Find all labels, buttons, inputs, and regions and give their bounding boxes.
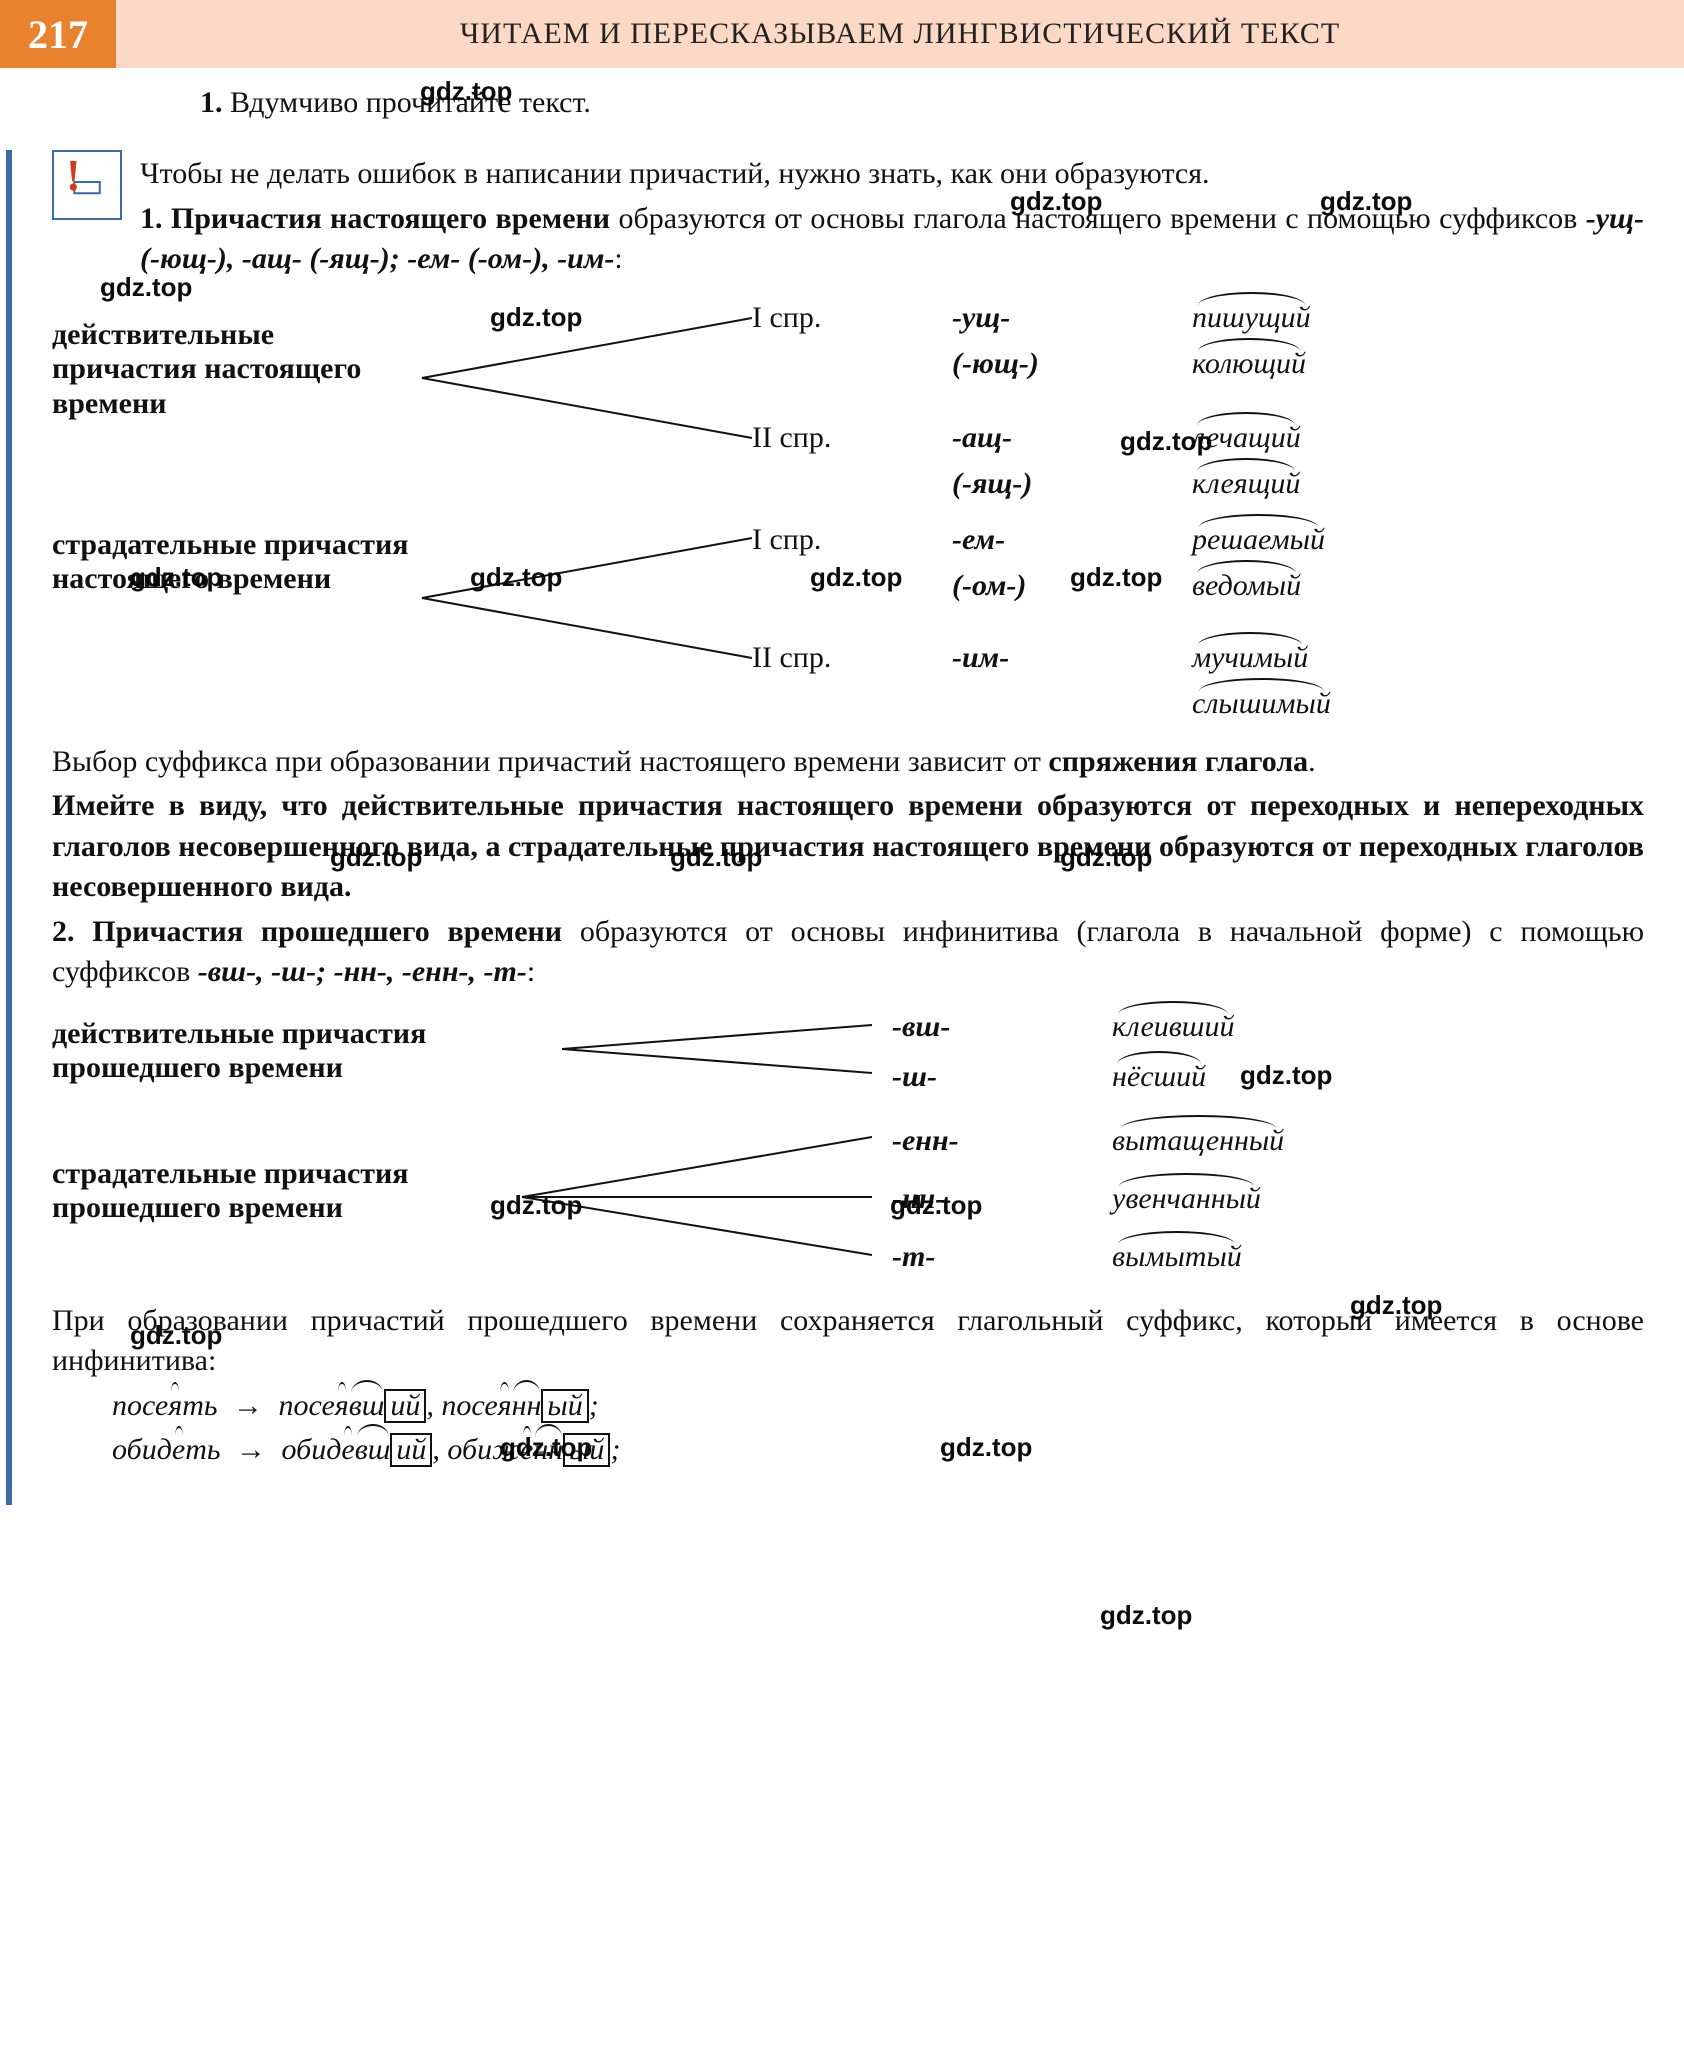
d1-r0-ex0: пишущий [1192,298,1311,339]
d2-r0-suf: -вш- [892,1007,950,1048]
diagram-1: действительные причастия настоящего врем… [52,298,1644,728]
d1-r1-ex0: лечащий [1192,418,1301,459]
d2-r1-ex: нёсший [1112,1057,1206,1098]
note-icon: ! ▭ [52,150,122,220]
p3-lead: 2. Причастия прошедшего времени [52,915,562,948]
instruction: 1. Вдумчиво прочитайте текст. [0,68,1684,138]
para-1: 1. Причастия настоящего времени образуют… [140,199,1644,280]
instruction-text: Вдумчиво прочитайте текст. [230,86,591,119]
d2-r0-ex: клеивший [1112,1007,1234,1048]
d1-r3-spr: II спр. [752,638,851,679]
d1-r2-paren: (-ом-) [952,566,1026,607]
d1-r0-paren: (-ющ-) [952,344,1039,385]
d2-r3-ex: увенчанный [1112,1179,1261,1220]
p1-rest: образуются от основы глагола настоящего … [610,202,1586,235]
intro-line: Чтобы не делать ошибок в написании прича… [140,154,1644,195]
diag2-label-1: действительные причастия прошедшего врем… [52,1017,552,1086]
d1-r2-ex1: ведомый [1192,566,1301,607]
header-bar: 217 ЧИТАЕМ И ПЕРЕСКАЗЫВАЕМ ЛИНГВИСТИЧЕСК… [0,0,1684,68]
p3-end: : [527,955,535,988]
d1-r2-spr: I спр. [752,520,841,561]
d1-r1-paren: (-ящ-) [952,464,1032,505]
morph-1: посеять → посеявший, посеянный; [112,1386,1644,1427]
exclamation-icon: ! [66,146,81,205]
d1-r2-suf: -ем- [952,520,1005,561]
d2-r1-suf: -ш- [892,1057,937,1098]
mid-p1b: спряжения глагола [1048,745,1308,778]
d1-r0-spr: I спр. [752,298,841,339]
d1-r0-ex1: колющий [1192,344,1306,385]
d1-r1-spr: II спр. [752,418,851,459]
morph-2: обидеть → обидевший, обиженный; [112,1430,1644,1471]
tail-p: При образовании причастий прошедшего вре… [52,1301,1644,1382]
d1-r3-suf: -им- [952,638,1009,679]
diag1-label-1: действительные причастия настоящего врем… [52,318,412,422]
d1-r3-ex0: мучимый [1192,638,1308,679]
diagram-2: действительные причастия прошедшего врем… [52,1007,1644,1287]
intro-row: ! ▭ Чтобы не делать ошибок в написании п… [52,150,1644,284]
d2-r3-suf: -нн- [892,1179,945,1220]
header-title: ЧИТАЕМ И ПЕРЕСКАЗЫВАЕМ ЛИНГВИСТИЧЕСКИЙ Т… [116,0,1684,68]
mid-p1: Выбор суффикса при образовании причастий… [52,742,1644,783]
mid-p2: Имейте в виду, что действительные причас… [52,786,1644,908]
d1-r3-ex1: слышимый [1192,684,1331,725]
d2-r4-suf: -т- [892,1237,935,1278]
d1-r1-suf: -ащ- [952,418,1012,459]
d2-r2-suf: -енн- [892,1121,959,1162]
exercise-number: 217 [0,0,116,68]
d1-r2-ex0: решаемый [1192,520,1325,561]
diag2-label-2: страдательные причастия прошедшего време… [52,1157,552,1226]
mid-p3: 2. Причастия прошедшего времени образуют… [52,912,1644,993]
mid-p1a: Выбор суффикса при образовании причастий… [52,745,1048,778]
watermark: gdz.top [1100,1600,1192,1631]
p1-lead: 1. Причастия настоящего времени [140,202,610,235]
p3-suf: -вш-, -ш-; -нн-, -енн-, -т- [198,955,527,988]
d1-r1-ex1: клеящий [1192,464,1300,505]
d2-r2-ex: вытащенный [1112,1121,1284,1162]
page: 217 ЧИТАЕМ И ПЕРЕСКАЗЫВАЕМ ЛИНГВИСТИЧЕСК… [0,0,1684,1505]
d2-r4-ex: вымытый [1112,1237,1242,1278]
instruction-number: 1. [200,86,223,119]
diag1-label-2: страдательные причастия настоящего време… [52,528,412,597]
p1-end: : [614,242,622,275]
content: ! ▭ Чтобы не делать ошибок в написании п… [6,150,1684,1505]
mid-p1c: . [1308,745,1316,778]
intro-text: Чтобы не делать ошибок в написании прича… [140,150,1644,284]
d1-r0-suf: -ущ- [952,298,1010,339]
